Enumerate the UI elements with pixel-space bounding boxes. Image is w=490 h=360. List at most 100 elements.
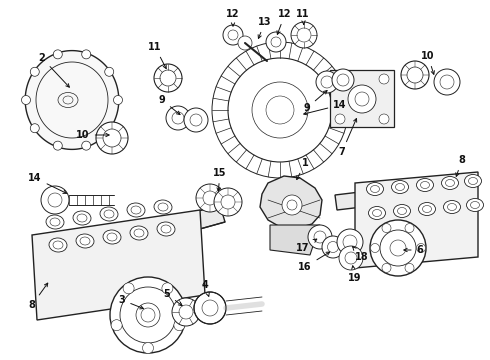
Text: 6: 6 — [404, 245, 423, 255]
Polygon shape — [32, 210, 205, 320]
Text: 8: 8 — [456, 155, 466, 176]
Circle shape — [110, 277, 186, 353]
Circle shape — [82, 50, 91, 59]
Circle shape — [332, 69, 354, 91]
Circle shape — [382, 264, 391, 273]
Ellipse shape — [103, 230, 121, 244]
Ellipse shape — [416, 179, 434, 192]
Circle shape — [337, 229, 363, 255]
Ellipse shape — [443, 201, 461, 213]
Circle shape — [184, 108, 208, 132]
Circle shape — [339, 246, 363, 270]
Circle shape — [166, 106, 190, 130]
Polygon shape — [355, 172, 478, 268]
Text: 16: 16 — [298, 252, 330, 272]
Ellipse shape — [130, 226, 148, 240]
Ellipse shape — [367, 183, 384, 195]
Ellipse shape — [46, 215, 64, 229]
Circle shape — [380, 230, 416, 266]
Circle shape — [22, 95, 30, 104]
Circle shape — [53, 141, 62, 150]
Ellipse shape — [127, 203, 145, 217]
Circle shape — [143, 342, 153, 354]
Circle shape — [405, 224, 414, 233]
Text: 11: 11 — [148, 42, 166, 68]
Circle shape — [416, 243, 425, 252]
Circle shape — [348, 85, 376, 113]
Circle shape — [30, 124, 39, 133]
Circle shape — [238, 36, 252, 50]
Text: 9: 9 — [304, 90, 327, 113]
Text: 18: 18 — [353, 247, 369, 262]
Circle shape — [308, 225, 332, 249]
Text: 4: 4 — [201, 280, 209, 296]
Polygon shape — [270, 225, 320, 255]
Text: 10: 10 — [421, 51, 435, 74]
Text: 13: 13 — [258, 17, 272, 39]
Circle shape — [105, 67, 114, 76]
Circle shape — [370, 220, 426, 276]
Text: 8: 8 — [28, 283, 48, 310]
Ellipse shape — [441, 176, 459, 189]
Circle shape — [266, 32, 286, 52]
Text: 10: 10 — [76, 130, 109, 140]
Ellipse shape — [154, 200, 172, 214]
Polygon shape — [260, 176, 322, 228]
Circle shape — [370, 243, 379, 252]
Text: 5: 5 — [164, 289, 182, 306]
Circle shape — [291, 22, 317, 48]
Text: 2: 2 — [39, 53, 70, 87]
Text: 1: 1 — [297, 158, 308, 180]
Ellipse shape — [49, 238, 67, 252]
Ellipse shape — [393, 204, 411, 217]
Text: 11: 11 — [296, 9, 310, 24]
Circle shape — [172, 298, 200, 326]
Circle shape — [401, 61, 429, 89]
Circle shape — [223, 25, 243, 45]
Circle shape — [405, 264, 414, 273]
Text: 17: 17 — [296, 239, 317, 253]
Text: 14: 14 — [28, 173, 67, 193]
Text: 14: 14 — [304, 100, 347, 115]
Circle shape — [114, 95, 122, 104]
Ellipse shape — [418, 202, 436, 216]
Circle shape — [228, 58, 332, 162]
Circle shape — [105, 124, 114, 133]
Ellipse shape — [466, 198, 484, 212]
Circle shape — [434, 69, 460, 95]
Circle shape — [282, 195, 302, 215]
Text: 12: 12 — [277, 9, 292, 34]
Circle shape — [30, 67, 39, 76]
Circle shape — [194, 292, 226, 324]
Circle shape — [111, 320, 122, 331]
Ellipse shape — [392, 180, 409, 194]
Circle shape — [335, 74, 345, 84]
Text: 7: 7 — [339, 118, 357, 157]
Text: 19: 19 — [348, 266, 362, 283]
Circle shape — [123, 283, 134, 294]
Circle shape — [154, 64, 182, 92]
Ellipse shape — [100, 207, 118, 221]
Circle shape — [379, 74, 389, 84]
Text: 9: 9 — [159, 95, 180, 114]
Circle shape — [196, 184, 224, 212]
Circle shape — [379, 114, 389, 124]
Circle shape — [382, 224, 391, 233]
Ellipse shape — [157, 222, 175, 236]
Ellipse shape — [73, 211, 91, 225]
Circle shape — [82, 141, 91, 150]
Ellipse shape — [465, 175, 482, 188]
Polygon shape — [25, 51, 119, 149]
Polygon shape — [55, 205, 225, 268]
Circle shape — [322, 236, 344, 258]
Circle shape — [162, 283, 173, 294]
Circle shape — [53, 50, 62, 59]
Polygon shape — [335, 183, 438, 210]
Text: 12: 12 — [226, 9, 240, 26]
Text: 15: 15 — [213, 168, 227, 191]
Ellipse shape — [76, 234, 94, 248]
Text: 3: 3 — [119, 295, 144, 309]
Polygon shape — [330, 70, 394, 127]
Circle shape — [174, 320, 185, 331]
Ellipse shape — [368, 207, 386, 220]
